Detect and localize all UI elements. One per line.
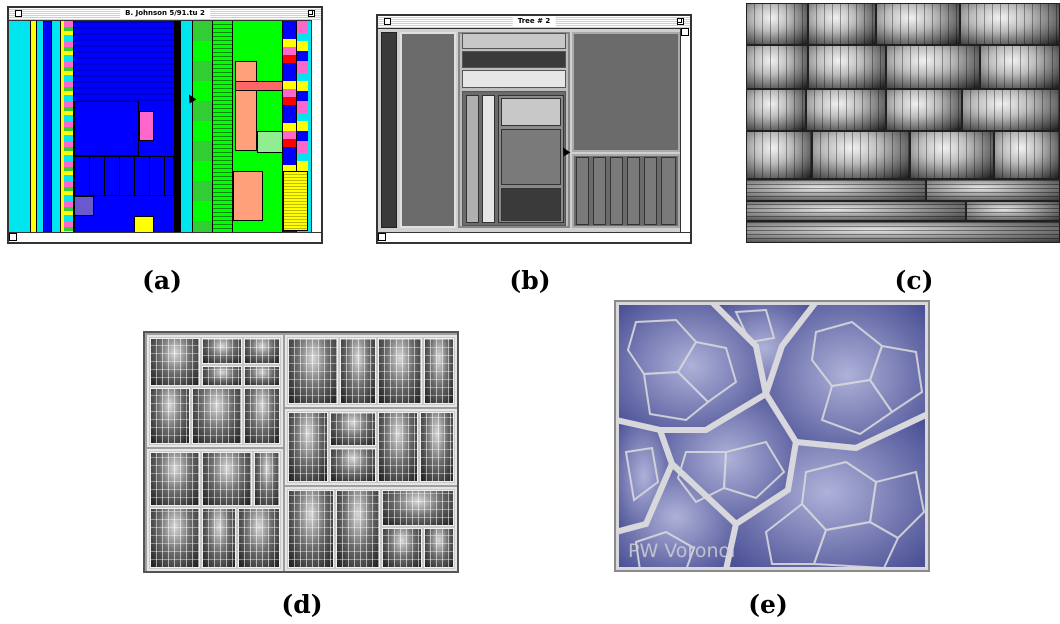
zoom-box-icon[interactable]	[677, 18, 684, 25]
close-box-icon[interactable]	[384, 18, 391, 25]
scroll-arrow-icon[interactable]	[9, 233, 17, 241]
vertical-scrollbar[interactable]	[311, 20, 321, 242]
scroll-arrow-icon[interactable]	[681, 28, 689, 36]
cushion-treemap-c	[746, 3, 1060, 243]
vertical-scrollbar[interactable]	[680, 28, 690, 242]
horizontal-scrollbar[interactable]	[378, 232, 690, 242]
caption-e: (e)	[748, 590, 788, 619]
window-titlebar[interactable]: Tree # 2	[378, 16, 690, 29]
treemap-window-b: Tree # 2	[376, 14, 692, 244]
close-box-icon[interactable]	[15, 10, 22, 17]
caption-c: (c)	[894, 266, 934, 295]
voronoi-treemap-e: PW Voronoi	[614, 300, 930, 572]
treemap-window-a: B. Johnson 5/91.tu 2	[7, 6, 323, 244]
scroll-arrow-icon[interactable]	[378, 233, 386, 241]
caption-a: (a)	[142, 266, 182, 295]
voronoi-watermark: PW Voronoi	[628, 540, 736, 562]
voronoi-diagram	[616, 302, 928, 570]
horizontal-scrollbar[interactable]	[9, 232, 321, 242]
zoom-box-icon[interactable]	[308, 10, 315, 17]
caption-b: (b)	[509, 266, 551, 295]
window-titlebar[interactable]: B. Johnson 5/91.tu 2	[9, 8, 321, 21]
window-title: Tree # 2	[512, 16, 556, 27]
treemap-canvas[interactable]	[378, 29, 681, 233]
treemap-canvas[interactable]	[9, 21, 312, 233]
window-title: B. Johnson 5/91.tu 2	[120, 8, 210, 19]
caption-d: (d)	[281, 590, 323, 619]
nested-cushion-treemap-d	[143, 331, 459, 573]
